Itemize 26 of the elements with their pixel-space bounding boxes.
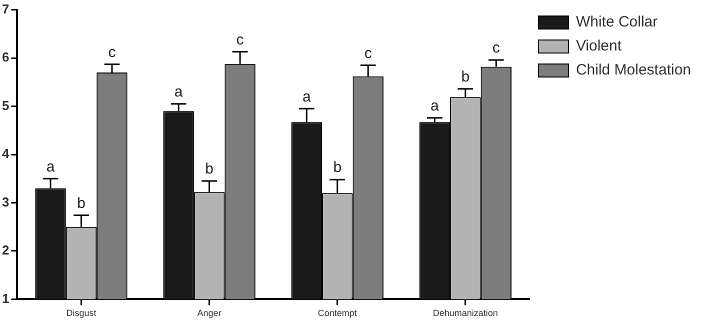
x-tick-label: Contempt [318, 308, 358, 318]
data-label: b [461, 68, 470, 86]
data-label: c [492, 40, 500, 57]
y-tick-label: 7 [2, 1, 10, 16]
data-label: a [46, 158, 56, 176]
y-tick-label: 5 [2, 98, 10, 113]
data-label: b [205, 160, 214, 178]
x-tick-label: Anger [197, 308, 222, 318]
y-tick-label: 4 [2, 146, 10, 162]
data-label: a [174, 83, 184, 100]
data-label: b [77, 194, 86, 212]
x-tick-label: Dehumanization [432, 308, 498, 318]
data-label: b [333, 159, 342, 176]
data-label: c [236, 31, 244, 48]
y-tick-label: 6 [2, 50, 10, 65]
legend-label: White Collar [576, 14, 658, 31]
data-label: a [302, 88, 312, 106]
y-tick-label: 3 [2, 194, 10, 210]
data-label: c [364, 44, 372, 62]
legend-label: Child Molestation [576, 62, 692, 79]
data-label: a [430, 97, 440, 114]
y-tick-label: 1 [2, 290, 10, 306]
data-label: c [108, 44, 116, 61]
x-tick-label: Disgust [66, 308, 97, 318]
y-tick-label: 2 [2, 242, 10, 258]
legend-label: Violent [576, 38, 622, 55]
